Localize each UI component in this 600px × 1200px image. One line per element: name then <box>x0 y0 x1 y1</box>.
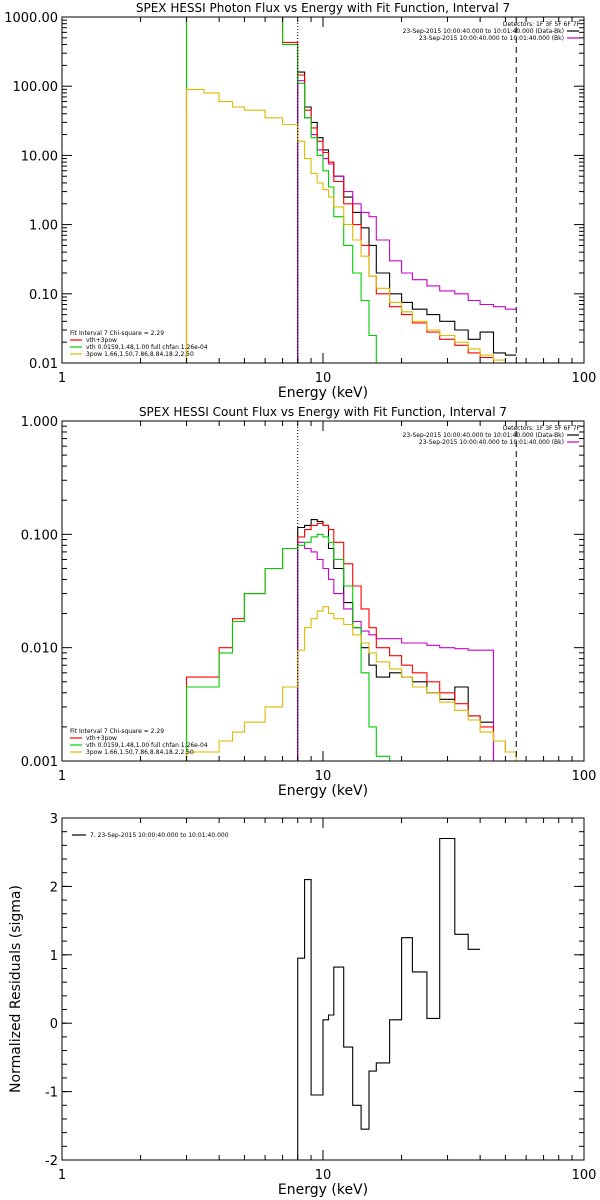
series-group <box>185 519 527 761</box>
series-line-3 <box>185 533 402 761</box>
header-text-1: 23-Sep-2015 10:00:40.000 to 10:01:40.000… <box>403 432 564 439</box>
y-tick-label: 0.10 <box>29 288 58 303</box>
x-tick-label: 1 <box>58 1168 66 1183</box>
y-tick-label: 100.00 <box>13 80 59 95</box>
y-tick-label: -2 <box>45 1154 58 1169</box>
series-line-2 <box>185 522 517 761</box>
series-line-0 <box>297 71 517 363</box>
header-text-2: 23-Sep-2015 10:00:40.000 to 10:01:40.000… <box>419 35 564 42</box>
header-text-1: 23-Sep-2015 10:00:40.000 to 10:01:40.000… <box>403 28 564 35</box>
count-flux-panel: SPEX HESSI Count Flux vs Energy with Fit… <box>21 405 597 799</box>
y-tick-label: -1 <box>45 1086 58 1101</box>
chart-title: SPEX HESSI Photon Flux vs Energy with Fi… <box>136 1 510 15</box>
legend-entry-2: 3pow 1.66,1.50,7.86,8.84,18.2,2.50 <box>86 351 194 358</box>
x-tick-label: 100 <box>572 371 597 386</box>
x-tick-label: 10 <box>315 371 332 386</box>
y-tick-label: 1000.00 <box>4 11 58 26</box>
y-tick-label: 1.00 <box>29 219 58 234</box>
x-axis: 1 10 100 <box>58 818 597 1183</box>
plot-frame <box>61 817 585 1161</box>
y-tick-label: 0.100 <box>21 528 58 543</box>
y-tick-label: 1 <box>50 949 58 964</box>
fit-info: Fit Interval 7 Chi-square = 2.29 <box>70 728 164 735</box>
series-line-1 <box>297 80 517 363</box>
fit-info: Fit Interval 7 Chi-square = 2.29 <box>70 330 164 337</box>
y-tick-label: 0.001 <box>21 755 58 770</box>
y-axis: -2 -1 0 1 2 3 <box>45 812 584 1169</box>
y-tick-label: 3 <box>50 812 58 827</box>
series-line-3 <box>185 17 390 363</box>
legend-entry-0: vth+3pow <box>86 735 117 742</box>
x-tick-label: 10 <box>315 1168 332 1183</box>
y-axis-label: Normalized Residuals (sigma) <box>8 885 24 1093</box>
series-line-4 <box>185 88 517 363</box>
x-axis: 1 10 100 <box>58 17 597 386</box>
series-line-1 <box>297 541 517 761</box>
legend-entry-1: vth 0.0159,1.48,1.00 full chfan 1.26e-04 <box>86 742 208 749</box>
x-axis-label: Energy (keV) <box>278 1182 368 1198</box>
x-tick-label: 100 <box>572 769 597 784</box>
y-axis: 0.01 0.10 1.00 10.00 100.00 1000.00 <box>4 11 584 372</box>
series-line-0 <box>297 837 481 1160</box>
series-group <box>185 17 517 363</box>
x-tick-label: 1 <box>58 371 66 386</box>
series-line-2 <box>185 17 517 363</box>
legend-entry-0: 7. 23-Sep-2015 10:00:40.000 to 10:01:40.… <box>90 832 229 839</box>
legend-entry-1: vth 0.0159,1.48,1.00 full chfan 1.26e-04 <box>86 344 208 351</box>
series-group <box>297 837 481 1160</box>
header-text-2: 23-Sep-2015 10:00:40.000 to 10:01:40.000… <box>419 439 564 446</box>
y-tick-label: 1.000 <box>21 415 58 430</box>
legend-entry-0: vth+3pow <box>86 337 117 344</box>
chart-title: SPEX HESSI Count Flux vs Energy with Fit… <box>139 405 507 419</box>
y-tick-label: 0.010 <box>21 642 58 657</box>
y-tick-label: 10.00 <box>21 149 58 164</box>
y-axis: 0.001 0.010 0.100 1.000 <box>21 415 584 770</box>
series-line-0 <box>297 519 517 761</box>
plot-frame <box>61 420 585 762</box>
header-text-0: Detectors: 1F 3F 5F 6F 7F <box>503 21 581 28</box>
y-tick-label: 0.01 <box>29 357 58 372</box>
x-axis: 1 10 100 <box>58 421 597 784</box>
x-axis-label: Energy (keV) <box>278 783 368 799</box>
photon-flux-panel: SPEX HESSI Photon Flux vs Energy with Fi… <box>4 1 596 401</box>
legend-entry-2: 3pow 1.66,1.50,7.86,8.84,18.2,2.50 <box>86 749 194 756</box>
x-tick-label: 100 <box>572 1168 597 1183</box>
header-text-0: Detectors: 1F 3F 5F 6F 7F <box>503 425 581 432</box>
x-tick-label: 10 <box>315 769 332 784</box>
y-tick-label: 0 <box>50 1017 58 1032</box>
y-tick-label: 2 <box>50 880 58 895</box>
x-tick-label: 1 <box>58 769 66 784</box>
series-line-4 <box>185 606 527 761</box>
x-axis-label: Energy (keV) <box>278 385 368 401</box>
residuals-panel: 1 10 100 Energy (keV) -2 -1 0 1 2 3 Normalized Res… <box>8 812 596 1198</box>
